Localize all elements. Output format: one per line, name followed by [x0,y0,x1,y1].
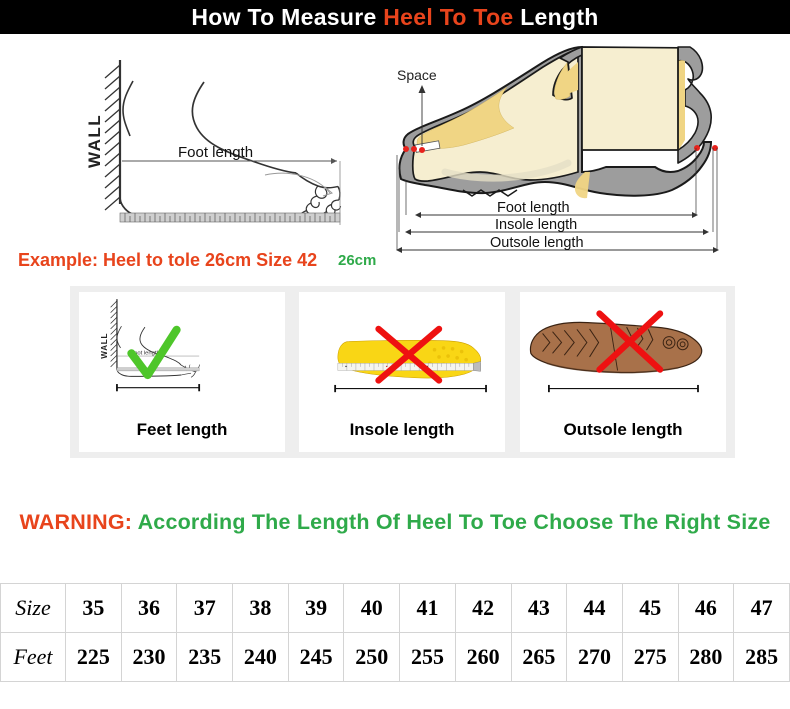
svg-text:Foot length: Foot length [497,200,570,216]
svg-text:Insole length: Insole length [495,217,577,233]
svg-text:WALL: WALL [100,333,109,359]
svg-text:Outsole length: Outsole length [490,235,584,251]
svg-text:Space: Space [397,67,437,83]
